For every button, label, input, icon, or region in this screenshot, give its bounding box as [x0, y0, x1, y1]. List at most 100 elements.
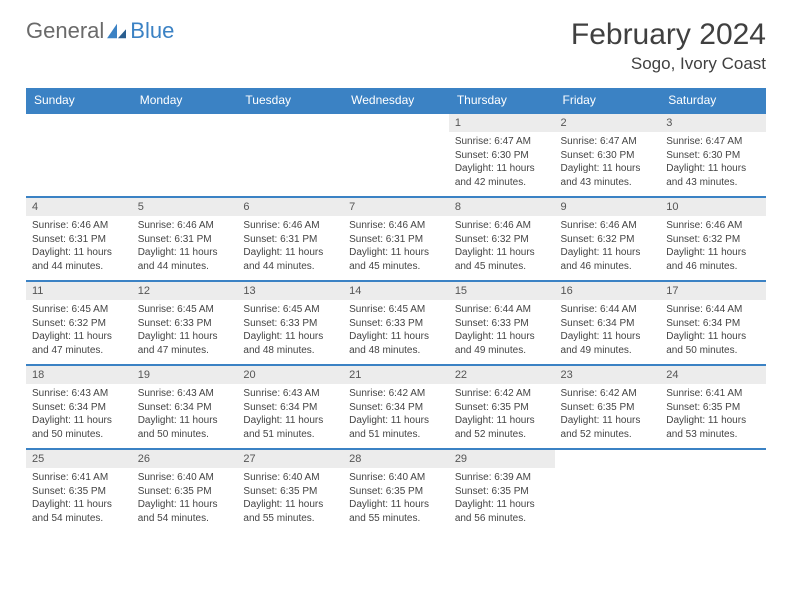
- day-number: 5: [132, 198, 238, 216]
- day-info: Sunrise: 6:42 AMSunset: 6:34 PMDaylight:…: [343, 384, 449, 444]
- calendar-cell: 14Sunrise: 6:45 AMSunset: 6:33 PMDayligh…: [343, 281, 449, 365]
- sunrise-text: Sunrise: 6:46 AM: [561, 219, 655, 233]
- sunrise-text: Sunrise: 6:45 AM: [32, 303, 126, 317]
- daylight-text: Daylight: 11 hours and 52 minutes.: [455, 414, 549, 441]
- sunrise-text: Sunrise: 6:41 AM: [32, 471, 126, 485]
- day-info: Sunrise: 6:39 AMSunset: 6:35 PMDaylight:…: [449, 468, 555, 528]
- day-info: Sunrise: 6:42 AMSunset: 6:35 PMDaylight:…: [449, 384, 555, 444]
- sunset-text: Sunset: 6:35 PM: [455, 485, 549, 499]
- sunset-text: Sunset: 6:35 PM: [32, 485, 126, 499]
- sunrise-text: Sunrise: 6:42 AM: [455, 387, 549, 401]
- calendar-cell: 28 Sunrise: 6:40 AMSunset: 6:35 PMDayligh…: [343, 449, 449, 533]
- day-number: 23: [555, 366, 661, 384]
- sunrise-text: Sunrise: 6:40 AM: [243, 471, 337, 485]
- calendar-cell: 9Sunrise: 6:46 AMSunset: 6:32 PMDaylight…: [555, 197, 661, 281]
- sunset-text: Sunset: 6:34 PM: [243, 401, 337, 415]
- weekday-header: Tuesday: [237, 88, 343, 113]
- daylight-text: Daylight: 11 hours and 42 minutes.: [455, 162, 549, 189]
- title-block: February 2024 Sogo, Ivory Coast: [571, 18, 766, 74]
- calendar-cell: 24Sunrise: 6:41 AMSunset: 6:35 PMDayligh…: [660, 365, 766, 449]
- daylight-text: Daylight: 11 hours and 51 minutes.: [349, 414, 443, 441]
- sunrise-text: Sunrise: 6:40 AM: [138, 471, 232, 485]
- calendar-cell: 8Sunrise: 6:46 AMSunset: 6:32 PMDaylight…: [449, 197, 555, 281]
- sunset-text: Sunset: 6:34 PM: [561, 317, 655, 331]
- day-number: 11: [26, 282, 132, 300]
- calendar-cell: 20Sunrise: 6:43 AMSunset: 6:34 PMDayligh…: [237, 365, 343, 449]
- sunrise-text: Sunrise: 6:40 AM: [349, 471, 443, 485]
- daylight-text: Daylight: 11 hours and 47 minutes.: [138, 330, 232, 357]
- daylight-text: Daylight: 11 hours and 56 minutes.: [455, 498, 549, 525]
- calendar-cell: [343, 113, 449, 197]
- calendar-cell: 18Sunrise: 6:43 AMSunset: 6:34 PMDayligh…: [26, 365, 132, 449]
- sunrise-text: Sunrise: 6:41 AM: [666, 387, 760, 401]
- day-number: 25: [26, 450, 132, 468]
- day-number: 24: [660, 366, 766, 384]
- calendar-cell: 23Sunrise: 6:42 AMSunset: 6:35 PMDayligh…: [555, 365, 661, 449]
- calendar-cell: 19Sunrise: 6:43 AMSunset: 6:34 PMDayligh…: [132, 365, 238, 449]
- calendar-cell: 10Sunrise: 6:46 AMSunset: 6:32 PMDayligh…: [660, 197, 766, 281]
- calendar-cell: [660, 449, 766, 533]
- daylight-text: Daylight: 11 hours and 48 minutes.: [349, 330, 443, 357]
- day-info: Sunrise: 6:41 AMSunset: 6:35 PMDaylight:…: [26, 468, 132, 528]
- daylight-text: Daylight: 11 hours and 50 minutes.: [138, 414, 232, 441]
- day-number: 27: [237, 450, 343, 468]
- calendar-cell: 1Sunrise: 6:47 AMSunset: 6:30 PMDaylight…: [449, 113, 555, 197]
- daylight-text: Daylight: 11 hours and 50 minutes.: [666, 330, 760, 357]
- calendar-cell: 12Sunrise: 6:45 AMSunset: 6:33 PMDayligh…: [132, 281, 238, 365]
- daylight-text: Daylight: 11 hours and 55 minutes.: [349, 498, 443, 525]
- daylight-text: Daylight: 11 hours and 55 minutes.: [243, 498, 337, 525]
- sunset-text: Sunset: 6:32 PM: [455, 233, 549, 247]
- calendar-cell: 29Sunrise: 6:39 AMSunset: 6:35 PMDayligh…: [449, 449, 555, 533]
- sunrise-text: Sunrise: 6:47 AM: [666, 135, 760, 149]
- calendar-week-row: 4Sunrise: 6:46 AMSunset: 6:31 PMDaylight…: [26, 197, 766, 281]
- daylight-text: Daylight: 11 hours and 44 minutes.: [138, 246, 232, 273]
- sunset-text: Sunset: 6:30 PM: [455, 149, 549, 163]
- day-info: Sunrise: 6:45 AMSunset: 6:32 PMDaylight:…: [26, 300, 132, 360]
- sunrise-text: Sunrise: 6:44 AM: [666, 303, 760, 317]
- sunset-text: Sunset: 6:33 PM: [243, 317, 337, 331]
- sunset-text: Sunset: 6:32 PM: [666, 233, 760, 247]
- calendar-week-row: 18Sunrise: 6:43 AMSunset: 6:34 PMDayligh…: [26, 365, 766, 449]
- sunset-text: Sunset: 6:35 PM: [455, 401, 549, 415]
- weekday-header: Friday: [555, 88, 661, 113]
- day-info: Sunrise: 6:46 AMSunset: 6:31 PMDaylight:…: [132, 216, 238, 276]
- sunset-text: Sunset: 6:31 PM: [138, 233, 232, 247]
- day-info: Sunrise: 6:44 AMSunset: 6:34 PMDaylight:…: [660, 300, 766, 360]
- sunset-text: Sunset: 6:34 PM: [666, 317, 760, 331]
- day-number: 8: [449, 198, 555, 216]
- weekday-header: Wednesday: [343, 88, 449, 113]
- calendar-cell: 4Sunrise: 6:46 AMSunset: 6:31 PMDaylight…: [26, 197, 132, 281]
- day-number: 26: [132, 450, 238, 468]
- logo: General Blue: [26, 18, 174, 44]
- sunrise-text: Sunrise: 6:42 AM: [561, 387, 655, 401]
- day-info: Sunrise: 6:46 AMSunset: 6:32 PMDaylight:…: [449, 216, 555, 276]
- daylight-text: Daylight: 11 hours and 44 minutes.: [243, 246, 337, 273]
- calendar-cell: 22Sunrise: 6:42 AMSunset: 6:35 PMDayligh…: [449, 365, 555, 449]
- day-number: 29: [449, 450, 555, 468]
- day-number: 12: [132, 282, 238, 300]
- sunrise-text: Sunrise: 6:46 AM: [666, 219, 760, 233]
- day-number: 6: [237, 198, 343, 216]
- calendar-cell: [237, 113, 343, 197]
- day-number: 1: [449, 114, 555, 132]
- sunset-text: Sunset: 6:35 PM: [561, 401, 655, 415]
- day-info: Sunrise: 6:43 AMSunset: 6:34 PMDaylight:…: [237, 384, 343, 444]
- sunset-text: Sunset: 6:35 PM: [349, 485, 443, 499]
- day-number: 28: [343, 450, 449, 468]
- day-number: 20: [237, 366, 343, 384]
- daylight-text: Daylight: 11 hours and 49 minutes.: [455, 330, 549, 357]
- sunrise-text: Sunrise: 6:42 AM: [349, 387, 443, 401]
- calendar-cell: 26Sunrise: 6:40 AMSunset: 6:35 PMDayligh…: [132, 449, 238, 533]
- sunrise-text: Sunrise: 6:46 AM: [32, 219, 126, 233]
- day-number: 22: [449, 366, 555, 384]
- day-info: Sunrise: 6:45 AMSunset: 6:33 PMDaylight:…: [343, 300, 449, 360]
- day-info: Sunrise: 6:42 AMSunset: 6:35 PMDaylight:…: [555, 384, 661, 444]
- daylight-text: Daylight: 11 hours and 53 minutes.: [666, 414, 760, 441]
- daylight-text: Daylight: 11 hours and 46 minutes.: [666, 246, 760, 273]
- daylight-text: Daylight: 11 hours and 46 minutes.: [561, 246, 655, 273]
- calendar-cell: [26, 113, 132, 197]
- sunset-text: Sunset: 6:33 PM: [455, 317, 549, 331]
- sunrise-text: Sunrise: 6:46 AM: [349, 219, 443, 233]
- calendar-cell: 25Sunrise: 6:41 AMSunset: 6:35 PMDayligh…: [26, 449, 132, 533]
- sunset-text: Sunset: 6:31 PM: [349, 233, 443, 247]
